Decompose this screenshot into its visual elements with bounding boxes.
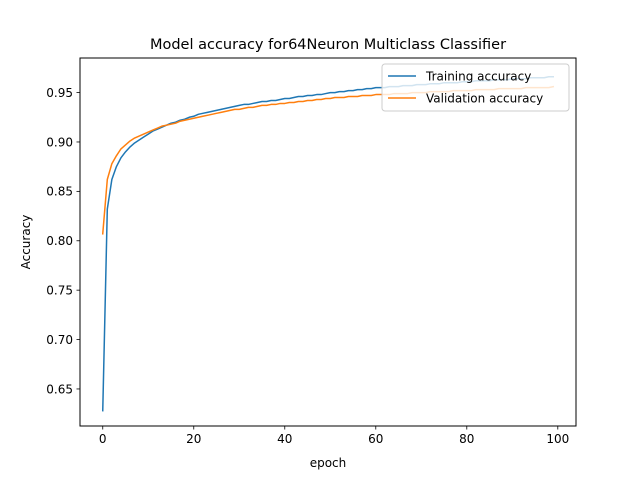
chart-title: Model accuracy for64Neuron Multiclass Cl… — [150, 37, 506, 53]
plot-frame — [79, 57, 577, 427]
legend: Training accuracy Validation accuracy — [381, 63, 570, 112]
y-tick-label: 0.90 — [46, 135, 73, 149]
x-tick-label: 40 — [277, 432, 292, 446]
x-axis-ticks: 0 20 40 60 80 100 — [99, 426, 569, 446]
y-tick-label: 0.65 — [46, 382, 73, 396]
legend-box — [381, 63, 570, 112]
x-axis-label: epoch — [310, 456, 347, 470]
x-tick-label: 80 — [459, 432, 474, 446]
y-axis-label: Accuracy — [19, 215, 33, 270]
x-tick-label: 20 — [186, 432, 201, 446]
legend-label: Validation accuracy — [426, 91, 543, 105]
y-tick-label: 0.75 — [46, 283, 73, 297]
x-tick-label: 100 — [546, 432, 569, 446]
y-tick-label: 0.95 — [46, 86, 73, 100]
x-tick-label: 0 — [99, 432, 107, 446]
y-tick-label: 0.85 — [46, 185, 73, 199]
y-tick-label: 0.80 — [46, 234, 73, 248]
x-tick-label: 60 — [368, 432, 383, 446]
y-tick-label: 0.70 — [46, 333, 73, 347]
y-axis-ticks: 0.65 0.70 0.75 0.80 0.85 0.90 0.95 — [46, 86, 80, 396]
legend-label: Training accuracy — [425, 69, 531, 83]
